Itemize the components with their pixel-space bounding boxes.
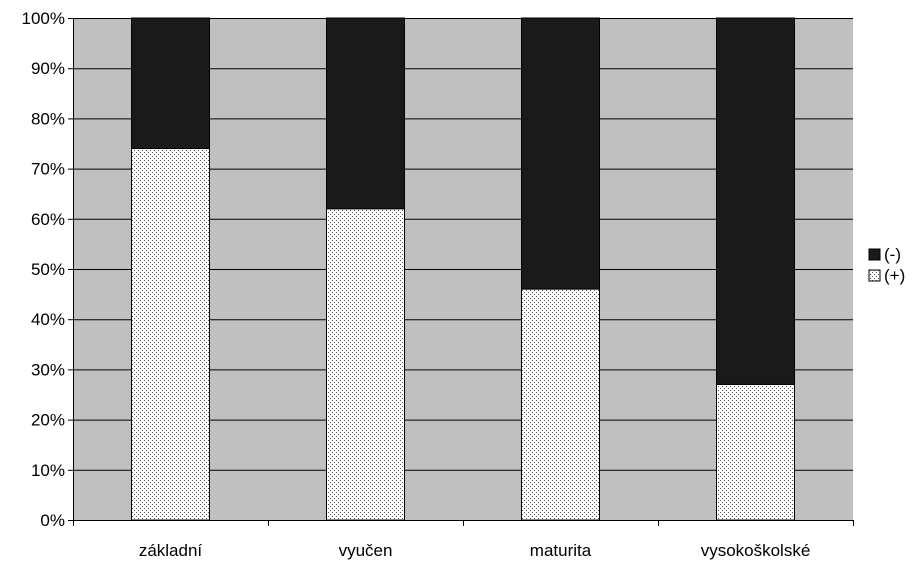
y-tick-label: 0% — [40, 511, 65, 530]
x-tick-label: základní — [139, 541, 203, 560]
x-tick-label: maturita — [530, 541, 592, 560]
x-axis: základní vyučen maturita vysokoškolské — [73, 520, 854, 560]
bar-negative — [716, 17, 795, 385]
y-tick-label: 40% — [31, 310, 65, 329]
bar-negative — [326, 17, 405, 210]
bar-positive — [326, 208, 405, 521]
x-tick-label: vysokoškolské — [701, 541, 811, 560]
y-tick-label: 10% — [31, 461, 65, 480]
bar-negative — [131, 17, 210, 150]
y-tick-label: 60% — [31, 210, 65, 229]
x-tick-label: vyučen — [339, 541, 393, 560]
y-tick-label: 90% — [31, 59, 65, 78]
bars — [131, 17, 795, 521]
y-tick-label: 20% — [31, 411, 65, 430]
legend-swatch — [868, 269, 881, 282]
bar-positive — [131, 148, 210, 521]
bar-positive — [521, 288, 600, 521]
legend: (-) (+) — [868, 245, 905, 285]
y-tick-label: 50% — [31, 260, 65, 279]
legend-label: (+) — [884, 266, 905, 285]
legend-label: (-) — [884, 245, 901, 264]
y-axis: 0% 10% 20% 30% 40% 50% 60% 70% 80% 90% 100% — [22, 9, 74, 530]
y-tick-label: 80% — [31, 109, 65, 128]
y-tick-label: 100% — [22, 9, 65, 28]
bar-positive — [716, 383, 795, 521]
y-tick-label: 30% — [31, 360, 65, 379]
bar-negative — [521, 17, 600, 290]
y-tick-label: 70% — [31, 160, 65, 179]
legend-swatch — [868, 248, 881, 261]
